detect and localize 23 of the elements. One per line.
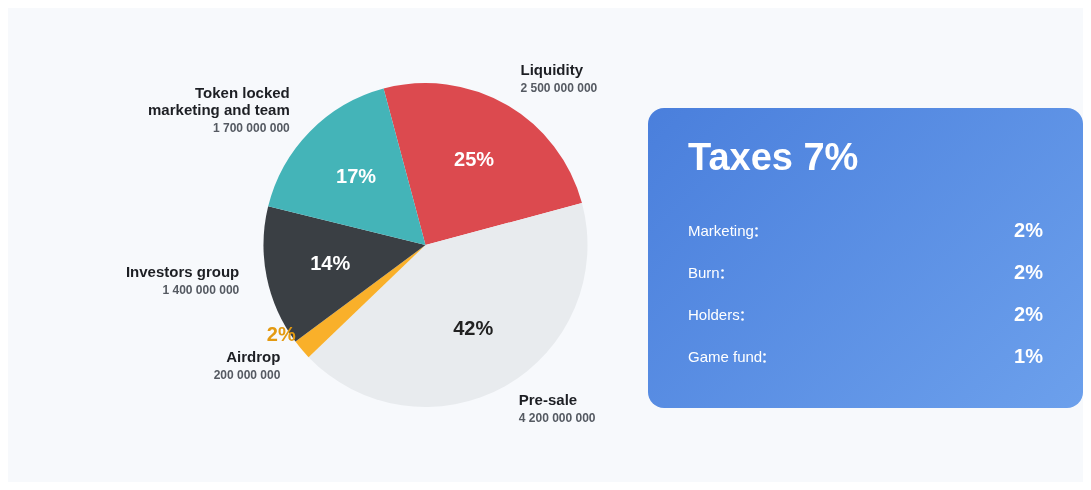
text: Taxes 7% <box>688 136 860 179</box>
text: 1% <box>1014 344 1043 367</box>
text: 2% <box>1014 260 1043 283</box>
text: 2% <box>1014 218 1043 241</box>
category-label: Game fund <box>688 347 764 365</box>
text: 25% <box>454 148 495 171</box>
category-label: Holders <box>688 305 741 323</box>
slice-label: Pre-sale <box>518 391 578 409</box>
data-label: 200 000 000 <box>213 368 281 383</box>
slice-label: Token locked marketing and team <box>148 84 290 119</box>
data-label: 1 400 000 000 <box>162 283 240 298</box>
text: 42% <box>453 317 494 340</box>
slice-label: Liquidity <box>520 61 584 79</box>
category-label: Marketing <box>688 221 755 239</box>
slice-label: Airdrop <box>226 348 281 366</box>
data-label: 4 200 000 000 <box>518 411 596 426</box>
text: 14% <box>310 251 351 274</box>
slice-label: Investors group <box>125 263 240 281</box>
text: 2% <box>1014 302 1043 325</box>
data-label: 2 500 000 000 <box>520 81 598 96</box>
category-label: Burn <box>688 263 721 281</box>
data-label: 1 700 000 000 <box>213 121 291 136</box>
text: 17% <box>336 164 377 187</box>
